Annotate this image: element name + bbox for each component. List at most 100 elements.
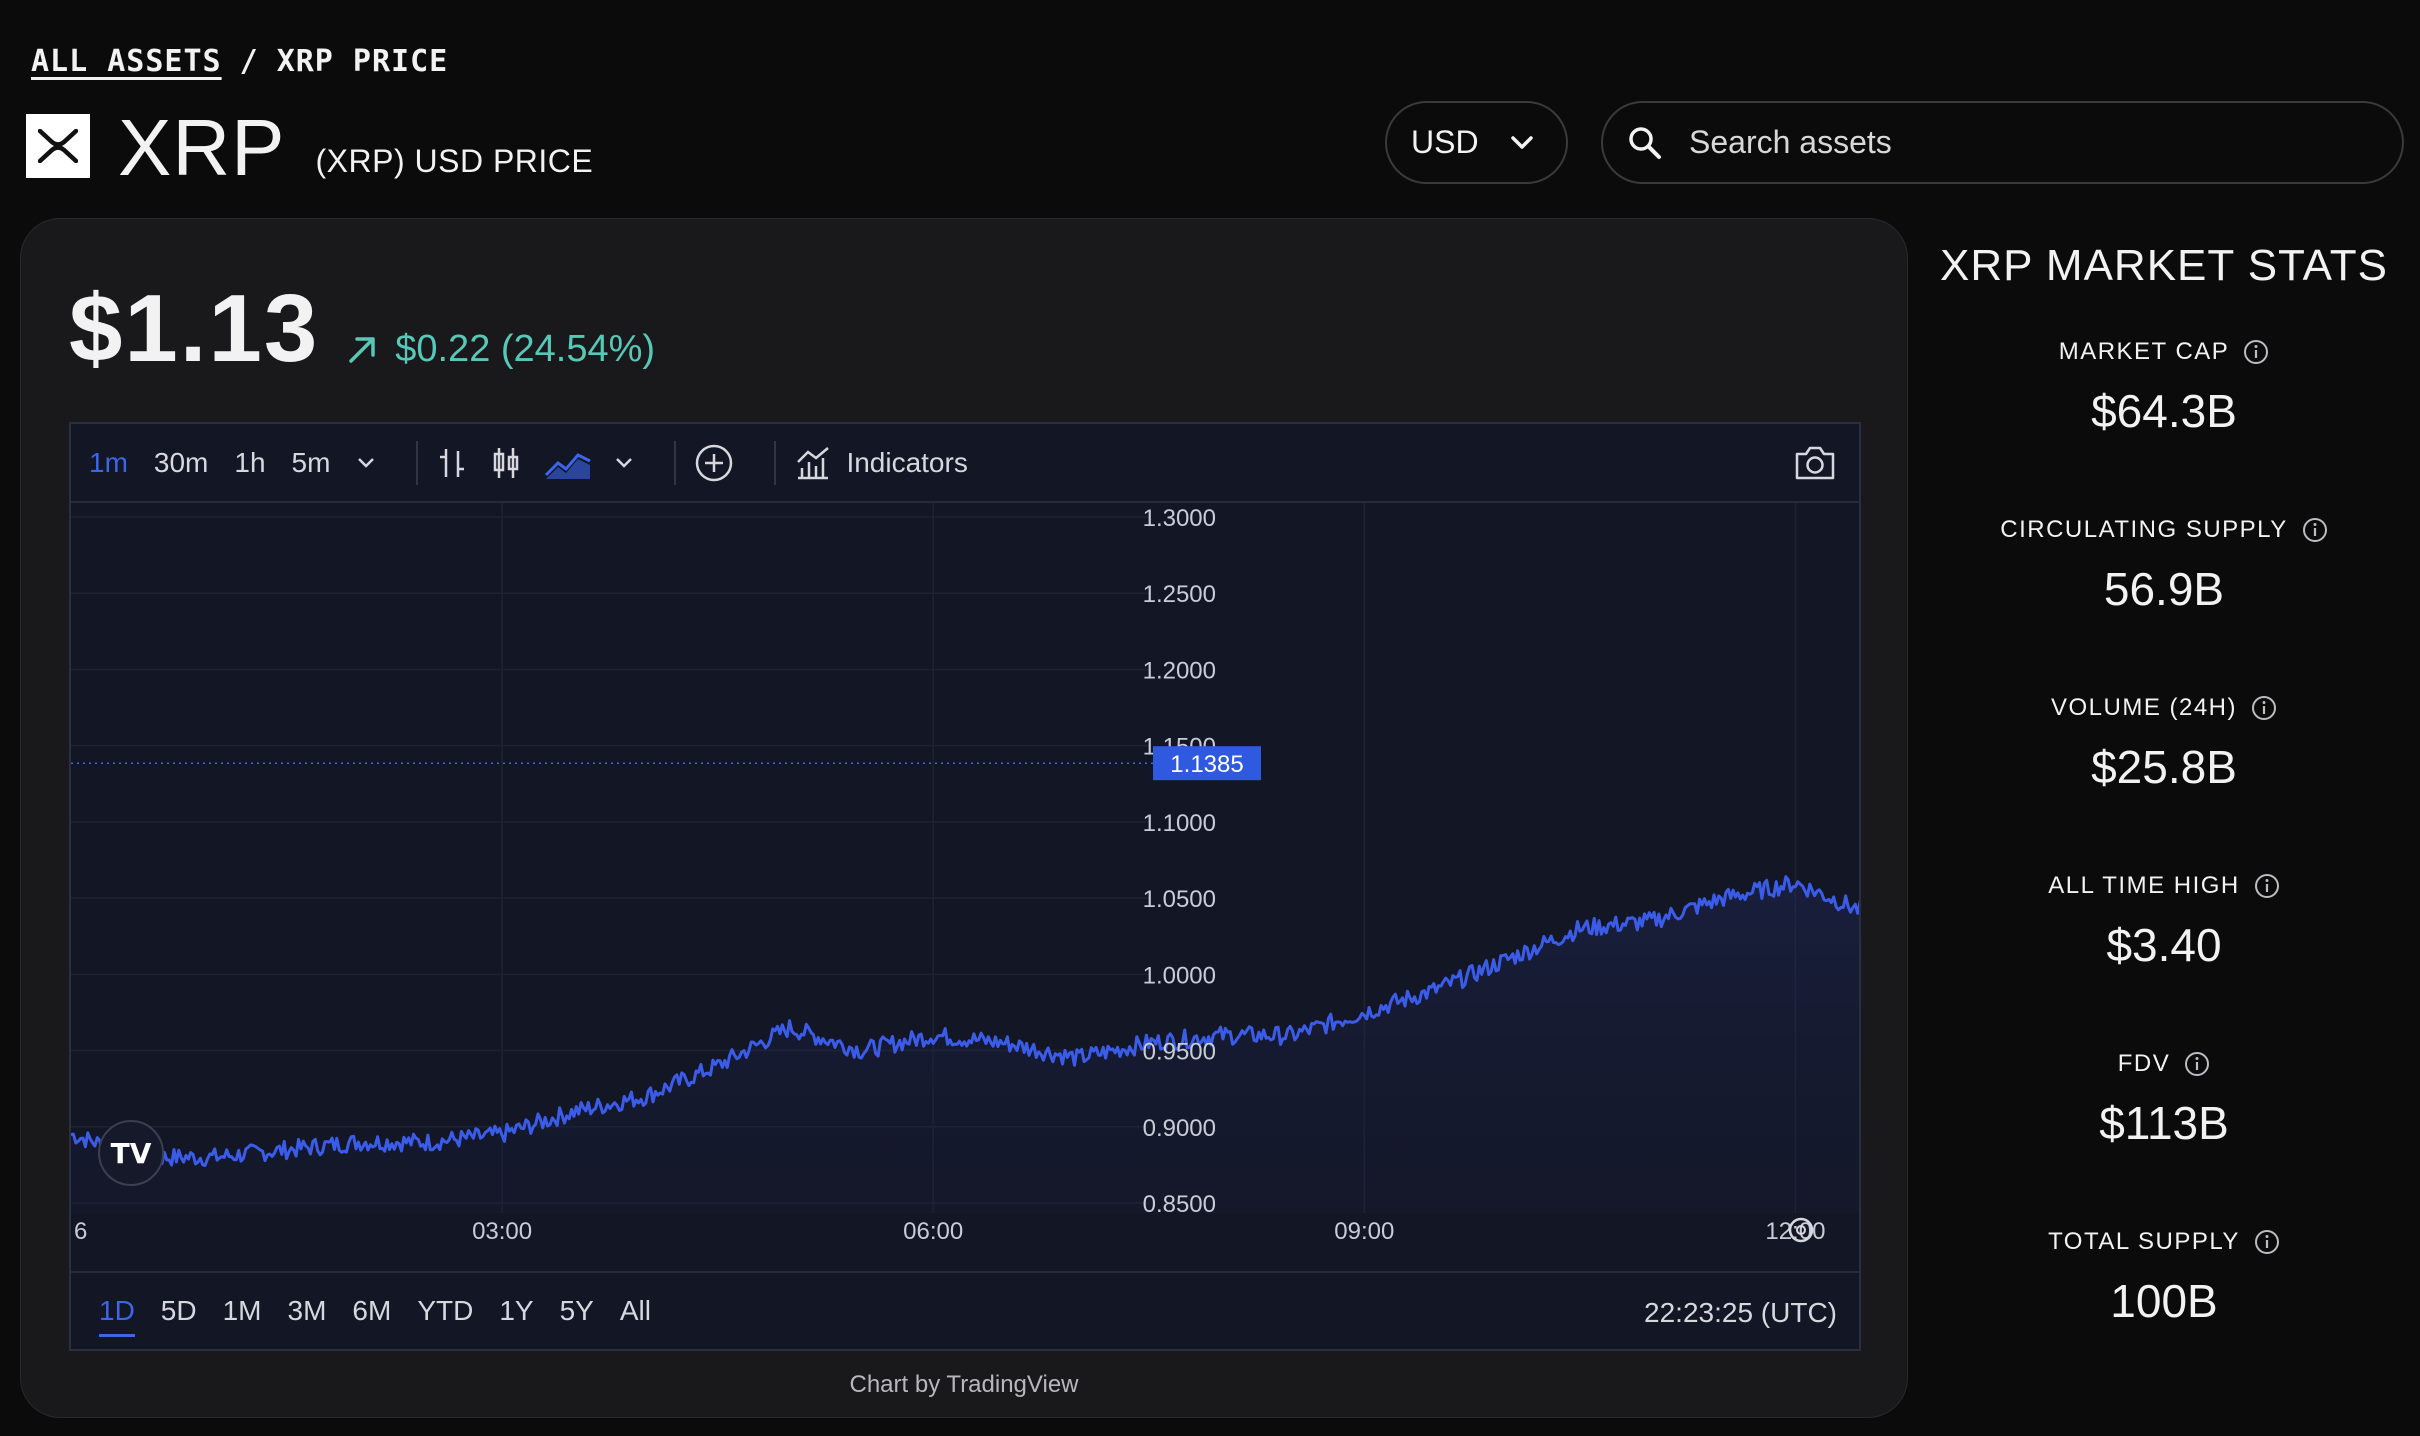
xrp-logo-icon xyxy=(38,129,78,163)
stat-label: TOTAL SUPPLY xyxy=(2048,1228,2280,1256)
currency-select[interactable]: USD xyxy=(1385,101,1568,184)
stat-market-cap: MARKET CAP $64.3B xyxy=(1908,338,2420,472)
timeframe-30m[interactable]: 30m xyxy=(153,446,209,478)
chart-range-bar: 1D 5D 1M 3M 6M YTD 1Y 5Y All 22:23:25 (U… xyxy=(71,1271,1859,1349)
stat-total-supply: TOTAL SUPPLY 100B xyxy=(1908,1228,2420,1362)
range-all[interactable]: All xyxy=(619,1295,651,1326)
area-chart-type-button[interactable] xyxy=(544,445,592,481)
x-tick-label: 12:00 xyxy=(1765,1218,1825,1245)
market-stats-title: XRP MARKET STATS xyxy=(1940,241,2388,290)
info-icon[interactable] xyxy=(2251,695,2277,721)
last-price-label: 1.1385 xyxy=(1153,746,1261,781)
y-tick-label: 1.0500 xyxy=(1143,886,1216,913)
y-tick-label: 0.8500 xyxy=(1143,1191,1216,1218)
breadcrumb: ALL ASSETS / XRP PRICE xyxy=(31,44,448,79)
camera-icon xyxy=(1795,446,1835,480)
x-tick-label: 06:00 xyxy=(903,1218,963,1245)
y-tick-label: 0.9500 xyxy=(1143,1039,1216,1066)
price-area-fill xyxy=(71,876,1859,1213)
x-tick-label: 09:00 xyxy=(1334,1218,1394,1245)
stat-all-time-high: ALL TIME HIGH $3.40 xyxy=(1908,872,2420,1006)
indicators-button[interactable]: Indicators xyxy=(794,444,968,482)
toolbar-divider xyxy=(774,440,777,485)
chevron-down-icon xyxy=(358,457,375,468)
last-price-value: 1.1385 xyxy=(1170,751,1243,778)
stat-label-text: CIRCULATING SUPPLY xyxy=(2000,516,2288,543)
currency-value: USD xyxy=(1411,124,1479,160)
stat-value: $25.8B xyxy=(2091,741,2237,793)
chevron-down-icon xyxy=(616,457,633,468)
timeframe-1m[interactable]: 1m xyxy=(89,446,128,478)
search-box[interactable] xyxy=(1601,101,2404,184)
range-5y[interactable]: 5Y xyxy=(559,1295,594,1326)
chart-settings-button[interactable] xyxy=(1788,1217,1814,1243)
info-icon[interactable] xyxy=(2302,517,2328,543)
range-3m[interactable]: 3M xyxy=(287,1295,327,1326)
range-5d[interactable]: 5D xyxy=(160,1295,197,1326)
price-chart-plot[interactable]: 1.30001.25001.20001.15001.10001.05001.00… xyxy=(71,503,1859,1272)
y-tick-label: 1.1000 xyxy=(1143,810,1216,837)
range-ytd[interactable]: YTD xyxy=(417,1295,474,1326)
bar-chart-icon xyxy=(440,448,465,477)
search-icon xyxy=(1629,126,1661,159)
timeframe-5m[interactable]: 5m xyxy=(291,446,331,478)
add-circle-icon xyxy=(696,444,733,481)
chart-type-dropdown[interactable] xyxy=(614,456,634,470)
compare-add-button[interactable] xyxy=(694,443,734,483)
breadcrumb-current: XRP PRICE xyxy=(276,44,449,79)
candles-chart-type-button[interactable] xyxy=(490,445,522,481)
info-icon[interactable] xyxy=(2254,873,2280,899)
breadcrumb-separator: / xyxy=(239,44,259,79)
area-chart-icon xyxy=(545,452,592,479)
range-1m[interactable]: 1M xyxy=(222,1295,262,1326)
y-tick-label: 0.9000 xyxy=(1143,1115,1216,1142)
current-price: $1.13 xyxy=(69,275,320,382)
indicators-label: Indicators xyxy=(846,446,968,478)
timeframe-dropdown[interactable] xyxy=(356,456,376,470)
info-icon[interactable] xyxy=(2243,339,2269,365)
candles-icon xyxy=(494,447,519,478)
timeframe-1h[interactable]: 1h xyxy=(234,446,266,478)
stat-circulating-supply: CIRCULATING SUPPLY 56.9B xyxy=(1908,516,2420,650)
screenshot-button[interactable] xyxy=(1793,444,1837,489)
stat-volume-24h: VOLUME (24H) $25.8B xyxy=(1908,694,2420,828)
stat-fdv: FDV $113B xyxy=(1908,1050,2420,1184)
stat-label-text: TOTAL SUPPLY xyxy=(2048,1228,2240,1255)
breadcrumb-all-assets-link[interactable]: ALL ASSETS xyxy=(31,44,222,79)
stat-label-text: FDV xyxy=(2117,1050,2171,1077)
chart-clock[interactable]: 22:23:25 (UTC) xyxy=(1644,1297,1837,1328)
info-icon[interactable] xyxy=(2254,1229,2280,1255)
bar-chart-type-button[interactable] xyxy=(436,445,468,481)
stat-value: $113B xyxy=(2099,1097,2229,1149)
info-icon[interactable] xyxy=(2184,1051,2210,1077)
price-chart-card: $1.13 $0.22 (24.54%) 1m 30m 1h 5m xyxy=(20,218,1908,1418)
tradingview-credit: Chart by TradingView xyxy=(849,1371,1079,1398)
toolbar-divider xyxy=(416,440,419,485)
range-1y[interactable]: 1Y xyxy=(499,1295,534,1326)
asset-name: XRP xyxy=(118,103,286,192)
market-stats: XRP MARKET STATS MARKET CAP $64.3B CIRCULA… xyxy=(1908,238,2420,1406)
tradingview-chart: 1m 30m 1h 5m xyxy=(69,422,1861,1351)
x-tick-label: 03:00 xyxy=(472,1218,532,1245)
stat-label: MARKET CAP xyxy=(2059,338,2270,366)
stat-label-text: VOLUME (24H) xyxy=(2050,694,2238,721)
range-1d[interactable]: 1D xyxy=(99,1295,135,1337)
stat-label-text: ALL TIME HIGH xyxy=(2048,872,2240,899)
tradingview-logo-icon: TV xyxy=(111,1137,152,1170)
asset-subtitle: (XRP) USD PRICE xyxy=(315,143,594,179)
stat-value: 100B xyxy=(2110,1275,2218,1327)
stat-value: $64.3B xyxy=(2091,385,2237,437)
chevron-down-icon xyxy=(1510,135,1533,149)
search-input[interactable] xyxy=(1689,124,2339,161)
xrp-logo xyxy=(26,114,90,178)
arrow-up-right-icon xyxy=(349,337,375,363)
stat-label: ALL TIME HIGH xyxy=(2048,872,2280,900)
y-tick-label: 1.2500 xyxy=(1143,581,1216,608)
tradingview-badge[interactable]: TV xyxy=(98,1120,164,1186)
indicators-icon xyxy=(797,446,830,479)
x-tick-label: 6 xyxy=(74,1218,87,1245)
range-6m[interactable]: 6M xyxy=(352,1295,392,1326)
stat-label: FDV xyxy=(2118,1050,2211,1078)
toolbar-divider xyxy=(674,440,677,485)
